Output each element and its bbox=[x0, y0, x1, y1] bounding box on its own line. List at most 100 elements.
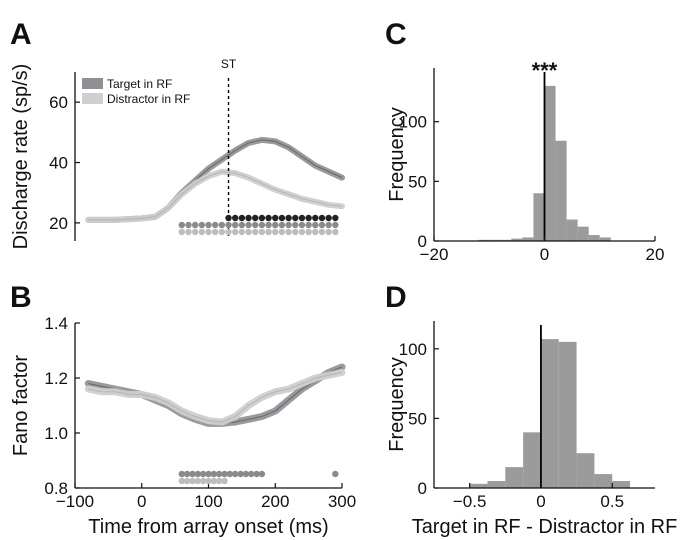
significance-dot bbox=[178, 221, 185, 229]
histogram-bar bbox=[523, 432, 541, 488]
significance-dot bbox=[185, 221, 192, 229]
panel-label-b: B bbox=[10, 281, 32, 314]
histogram-bar bbox=[533, 193, 545, 241]
significance-dot bbox=[205, 221, 212, 229]
significance-dot bbox=[198, 221, 206, 229]
significance-dot bbox=[332, 228, 339, 236]
significance-dot bbox=[191, 221, 199, 229]
significance-dot bbox=[285, 228, 292, 236]
series-line-distractor bbox=[85, 168, 345, 223]
significance-dot bbox=[332, 221, 339, 229]
histogram-bar bbox=[588, 235, 600, 241]
significance-dot bbox=[183, 470, 191, 478]
significance-dot bbox=[272, 214, 279, 222]
series-center-distractor bbox=[88, 371, 343, 423]
histogram-bar bbox=[544, 85, 556, 242]
histogram-bar bbox=[566, 219, 578, 241]
significance-dot bbox=[292, 214, 299, 222]
significance-dot bbox=[245, 221, 252, 229]
significance-dot bbox=[232, 228, 239, 236]
significance-dot bbox=[298, 221, 306, 229]
significance-dot bbox=[265, 228, 272, 236]
significance-dot bbox=[258, 228, 266, 236]
x-tick-label: 0.5 bbox=[600, 492, 624, 511]
x-tick-label: 0 bbox=[137, 492, 146, 511]
significance-dot bbox=[305, 214, 312, 222]
y-axis-label: Fano factor bbox=[10, 355, 32, 457]
significance-dot bbox=[238, 214, 246, 222]
y-tick-label: 60 bbox=[49, 93, 68, 112]
legend-entry: Distractor in RF bbox=[107, 92, 190, 106]
series-line-target bbox=[85, 136, 345, 223]
significance-dot bbox=[312, 228, 319, 236]
significance-annotation: *** bbox=[532, 58, 558, 83]
significance-dot bbox=[318, 228, 326, 236]
histogram-bar bbox=[558, 341, 577, 488]
significance-dot bbox=[189, 470, 196, 478]
histogram-bar bbox=[594, 474, 613, 488]
y-tick-label: 20 bbox=[49, 214, 68, 233]
significance-dot bbox=[178, 470, 185, 478]
significance-dot bbox=[253, 470, 260, 478]
significance-dot bbox=[211, 221, 219, 229]
x-axis-label: Target in RF - Distractor in RF bbox=[412, 516, 678, 538]
significance-dot bbox=[178, 228, 185, 236]
y-tick-label: 1.2 bbox=[44, 369, 68, 388]
significance-dot bbox=[332, 470, 339, 478]
significance-dot bbox=[238, 228, 246, 236]
histogram-bar bbox=[599, 237, 611, 241]
significance-dot bbox=[194, 477, 202, 485]
legend-swatch bbox=[82, 78, 103, 89]
legend-entry: Target in RF bbox=[107, 77, 172, 91]
histogram-bar bbox=[487, 481, 506, 488]
significance-dot bbox=[226, 470, 234, 478]
panel-label-d: D bbox=[385, 281, 407, 314]
x-tick-label: 0 bbox=[540, 245, 549, 264]
x-tick-label: 200 bbox=[261, 492, 289, 511]
y-tick-label: 1.4 bbox=[44, 314, 68, 333]
significance-dot bbox=[245, 214, 252, 222]
y-axis-label: Frequency bbox=[386, 357, 408, 452]
significance-dot bbox=[258, 214, 266, 222]
significance-dot bbox=[258, 221, 266, 229]
significance-dot bbox=[285, 221, 292, 229]
histogram-bar bbox=[555, 140, 567, 241]
significance-dot bbox=[318, 221, 326, 229]
x-tick-label: −20 bbox=[420, 245, 449, 264]
significance-dot bbox=[199, 470, 207, 478]
significance-dot bbox=[285, 214, 292, 222]
y-tick-label: 100 bbox=[399, 113, 427, 132]
y-tick-label: 100 bbox=[399, 340, 427, 359]
significance-dot bbox=[298, 214, 306, 222]
panel-b-chart: 0.8 1.0 1.2 1.4 −100 0 100 200 300 Fano factor Tim… bbox=[10, 314, 356, 538]
significance-dot bbox=[215, 470, 223, 478]
significance-dot bbox=[199, 477, 207, 485]
histogram-bar bbox=[577, 226, 589, 241]
significance-dot bbox=[221, 477, 228, 485]
panel-a-chart: 20 40 60 Discharge rate (sp/s) ST Target in R… bbox=[10, 57, 345, 249]
significance-dot bbox=[225, 214, 232, 222]
significance-dot bbox=[225, 221, 232, 229]
significance-dot bbox=[185, 228, 192, 236]
significance-dot bbox=[232, 214, 239, 222]
significance-dot bbox=[272, 221, 279, 229]
significance-dot bbox=[198, 228, 206, 236]
significance-dot bbox=[211, 228, 219, 236]
significance-dot bbox=[245, 228, 252, 236]
significance-dot bbox=[325, 214, 332, 222]
x-tick-label: 100 bbox=[194, 492, 222, 511]
significance-dot bbox=[232, 221, 239, 229]
significance-dot bbox=[312, 221, 319, 229]
significance-dot bbox=[278, 221, 286, 229]
significance-dot bbox=[178, 477, 185, 485]
y-tick-label: 0 bbox=[418, 232, 427, 251]
series-line-distractor bbox=[84, 369, 346, 426]
significance-dot bbox=[258, 470, 266, 478]
significance-dot bbox=[292, 228, 299, 236]
series-center-distractor bbox=[88, 171, 343, 221]
significance-dot bbox=[265, 221, 272, 229]
histogram-bar bbox=[469, 483, 488, 488]
significance-dot bbox=[194, 470, 202, 478]
